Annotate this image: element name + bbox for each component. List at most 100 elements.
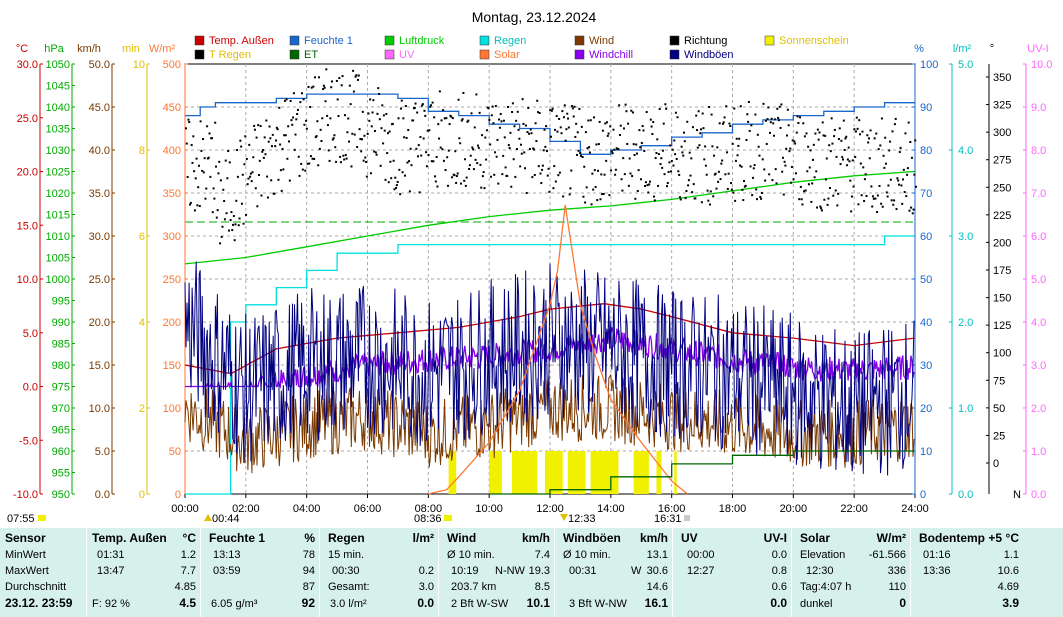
- direction-point: [223, 218, 226, 221]
- direction-point: [440, 119, 443, 122]
- direction-point: [846, 164, 849, 167]
- direction-point: [418, 191, 421, 194]
- axis-tick-label-dir: 275: [993, 155, 1011, 167]
- direction-point: [404, 174, 406, 177]
- direction-point: [565, 128, 568, 131]
- axis-tick-label-hum: 80: [920, 145, 932, 157]
- direction-point: [622, 157, 625, 160]
- axis-tick-label-uv: 0.0: [1031, 489, 1046, 501]
- direction-point: [497, 182, 500, 185]
- direction-point: [186, 175, 189, 178]
- direction-point: [734, 159, 737, 162]
- wind-max-value: 19.3: [528, 565, 550, 577]
- direction-point: [786, 134, 789, 137]
- direction-point: [514, 175, 517, 178]
- direction-point: [479, 163, 482, 166]
- direction-point: [253, 128, 256, 131]
- direction-point: [329, 117, 332, 120]
- legend-label: ET: [304, 49, 318, 61]
- direction-point: [502, 119, 505, 122]
- direction-point: [643, 149, 646, 152]
- rain-15min-label: 15 min.: [328, 549, 365, 561]
- direction-point: [472, 168, 475, 171]
- axis-tick-label-uv: 1.0: [1031, 446, 1046, 458]
- direction-point: [528, 132, 531, 135]
- direction-point: [283, 134, 286, 137]
- direction-point: [384, 178, 387, 181]
- direction-point: [617, 148, 620, 151]
- direction-point: [368, 119, 371, 122]
- weather-chart: Montag, 23.12.2024 Temp. Außen Feuchte 1 L…: [7, 9, 1052, 525]
- axis-tick-label-press: 1010: [46, 231, 70, 243]
- direction-point: [332, 137, 335, 140]
- direction-point: [849, 179, 852, 182]
- axis-tick-label-min: 2: [139, 403, 145, 415]
- direction-point: [385, 112, 388, 115]
- hum-unit: %: [304, 531, 315, 545]
- legend-swatch: [194, 35, 205, 46]
- axis-tick-label-temp: 5.0: [23, 328, 38, 340]
- direction-point: [526, 131, 529, 134]
- direction-point: [267, 140, 270, 143]
- direction-point: [672, 164, 675, 167]
- direction-point: [372, 99, 375, 102]
- direction-point: [631, 111, 634, 114]
- direction-point: [421, 104, 424, 107]
- x-tick-label: 20:00: [780, 503, 808, 515]
- direction-point: [588, 151, 591, 154]
- temp-avg: 4.85: [174, 581, 196, 593]
- sensor-section: Sensor MinWert MaxWert Durchschnitt 23.1…: [0, 528, 87, 617]
- direction-point: [883, 166, 886, 169]
- axis-tick-label-wind: 15.0: [89, 360, 110, 372]
- direction-point: [413, 107, 416, 110]
- axis-tick-label-hum: 20: [920, 403, 932, 415]
- direction-point: [291, 123, 294, 126]
- axis-unit-temp: °C: [16, 43, 28, 55]
- direction-point: [403, 136, 406, 139]
- direction-point: [719, 178, 722, 181]
- direction-point: [550, 135, 552, 138]
- direction-point: [652, 121, 655, 124]
- direction-point: [269, 137, 272, 140]
- rain-max-time: 00:30: [332, 565, 360, 577]
- axis-north-label: N: [1013, 489, 1021, 501]
- direction-point: [303, 123, 306, 126]
- direction-point: [404, 105, 407, 108]
- x-tick-label: 22:00: [840, 503, 868, 515]
- direction-point: [265, 119, 268, 122]
- x-tick-label: 16:00: [658, 503, 686, 515]
- direction-point: [428, 129, 431, 132]
- direction-point: [578, 107, 581, 110]
- axis-tick-label-min: 0: [139, 489, 145, 501]
- direction-point: [257, 124, 260, 127]
- direction-point: [732, 191, 735, 194]
- wind-header: Wind: [447, 531, 477, 545]
- temp-humidity-note: F: 92 %: [92, 598, 130, 610]
- direction-point: [539, 172, 542, 175]
- rain-header: Regen: [328, 531, 365, 545]
- direction-point: [304, 169, 307, 172]
- direction-point: [777, 116, 780, 119]
- direction-point: [395, 184, 398, 187]
- direction-point: [680, 145, 683, 148]
- direction-point: [240, 145, 243, 148]
- direction-point: [545, 125, 548, 128]
- time-markers: 07:55 00:44 08:36 12:33 16:31: [7, 513, 690, 525]
- direction-point: [191, 161, 194, 164]
- axis-tick-label-hum: 50: [920, 274, 932, 286]
- direction-point: [681, 151, 684, 154]
- direction-point: [206, 125, 209, 128]
- axis-tick-label-wind: 30.0: [89, 231, 110, 243]
- direction-point: [563, 104, 566, 107]
- direction-point: [318, 76, 321, 79]
- direction-point: [274, 145, 277, 148]
- direction-point: [409, 147, 412, 150]
- direction-point: [861, 130, 864, 133]
- direction-point: [460, 119, 463, 122]
- direction-point: [826, 203, 829, 206]
- gust-max-value: 30.6: [646, 565, 668, 577]
- direction-point: [380, 127, 383, 130]
- direction-point: [606, 134, 609, 137]
- direction-point: [369, 172, 372, 175]
- sunrise-mark-icon: [444, 515, 452, 521]
